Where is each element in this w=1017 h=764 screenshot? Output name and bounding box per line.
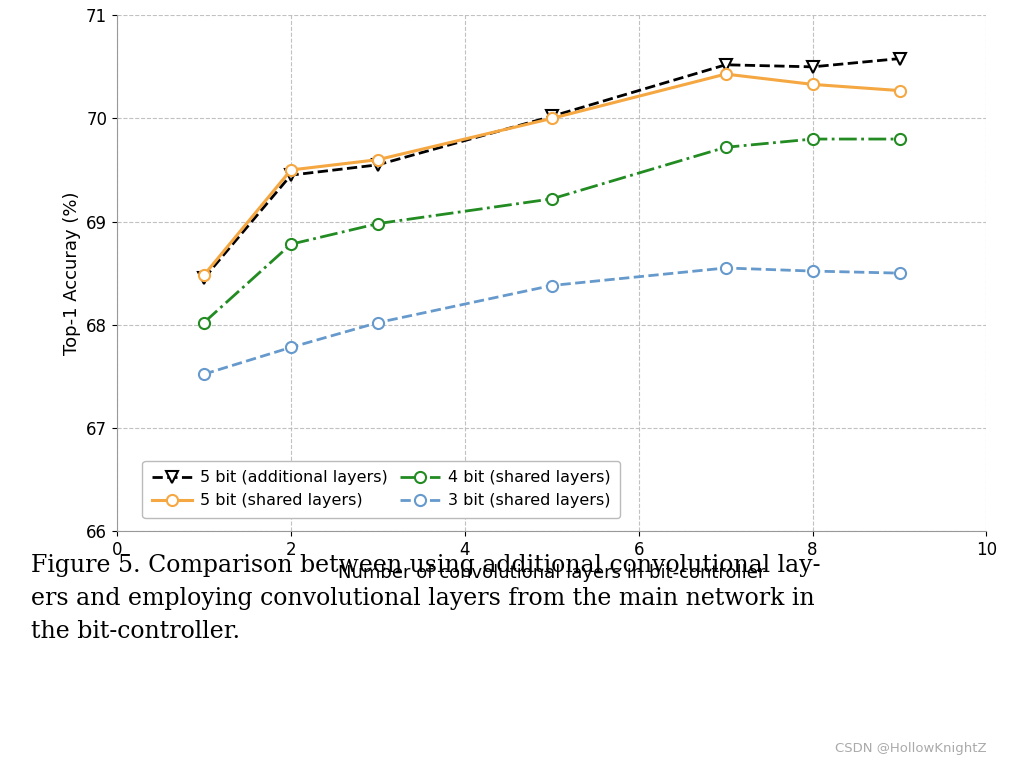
3 bit (shared layers): [285, 343, 297, 352]
Legend: 5 bit (additional layers), 5 bit (shared layers), 4 bit (shared layers), 3 bit (: 5 bit (additional layers), 5 bit (shared…: [142, 461, 620, 518]
5 bit (shared layers): [285, 165, 297, 174]
3 bit (shared layers): [197, 370, 211, 379]
5 bit (additional layers): [894, 54, 906, 63]
Y-axis label: Top-1 Accuray (%): Top-1 Accuray (%): [63, 191, 80, 355]
4 bit (shared layers): [372, 219, 384, 228]
4 bit (shared layers): [546, 194, 558, 203]
5 bit (shared layers): [372, 155, 384, 164]
Line: 3 bit (shared layers): 3 bit (shared layers): [198, 262, 905, 380]
Line: 5 bit (shared layers): 5 bit (shared layers): [198, 69, 905, 280]
5 bit (additional layers): [372, 160, 384, 170]
Line: 4 bit (shared layers): 4 bit (shared layers): [198, 134, 905, 329]
4 bit (shared layers): [197, 318, 211, 327]
5 bit (additional layers): [806, 63, 819, 72]
5 bit (shared layers): [894, 86, 906, 96]
5 bit (additional layers): [546, 112, 558, 121]
4 bit (shared layers): [806, 134, 819, 144]
4 bit (shared layers): [894, 134, 906, 144]
5 bit (shared layers): [720, 70, 732, 79]
3 bit (shared layers): [806, 267, 819, 276]
4 bit (shared layers): [720, 143, 732, 152]
5 bit (additional layers): [720, 60, 732, 70]
5 bit (shared layers): [806, 79, 819, 89]
4 bit (shared layers): [285, 240, 297, 249]
X-axis label: Number of convolutional layers in bit-controller: Number of convolutional layers in bit-co…: [338, 565, 766, 582]
5 bit (additional layers): [197, 274, 211, 283]
5 bit (shared layers): [546, 114, 558, 123]
3 bit (shared layers): [720, 264, 732, 273]
Line: 5 bit (additional layers): 5 bit (additional layers): [197, 53, 906, 284]
3 bit (shared layers): [894, 269, 906, 278]
Text: CSDN @HollowKnightZ: CSDN @HollowKnightZ: [835, 742, 986, 755]
5 bit (shared layers): [197, 270, 211, 280]
3 bit (shared layers): [546, 281, 558, 290]
Text: Figure 5. Comparison between using additional convolutional lay-
ers and employi: Figure 5. Comparison between using addit…: [31, 554, 820, 643]
5 bit (additional layers): [285, 170, 297, 180]
3 bit (shared layers): [372, 318, 384, 327]
